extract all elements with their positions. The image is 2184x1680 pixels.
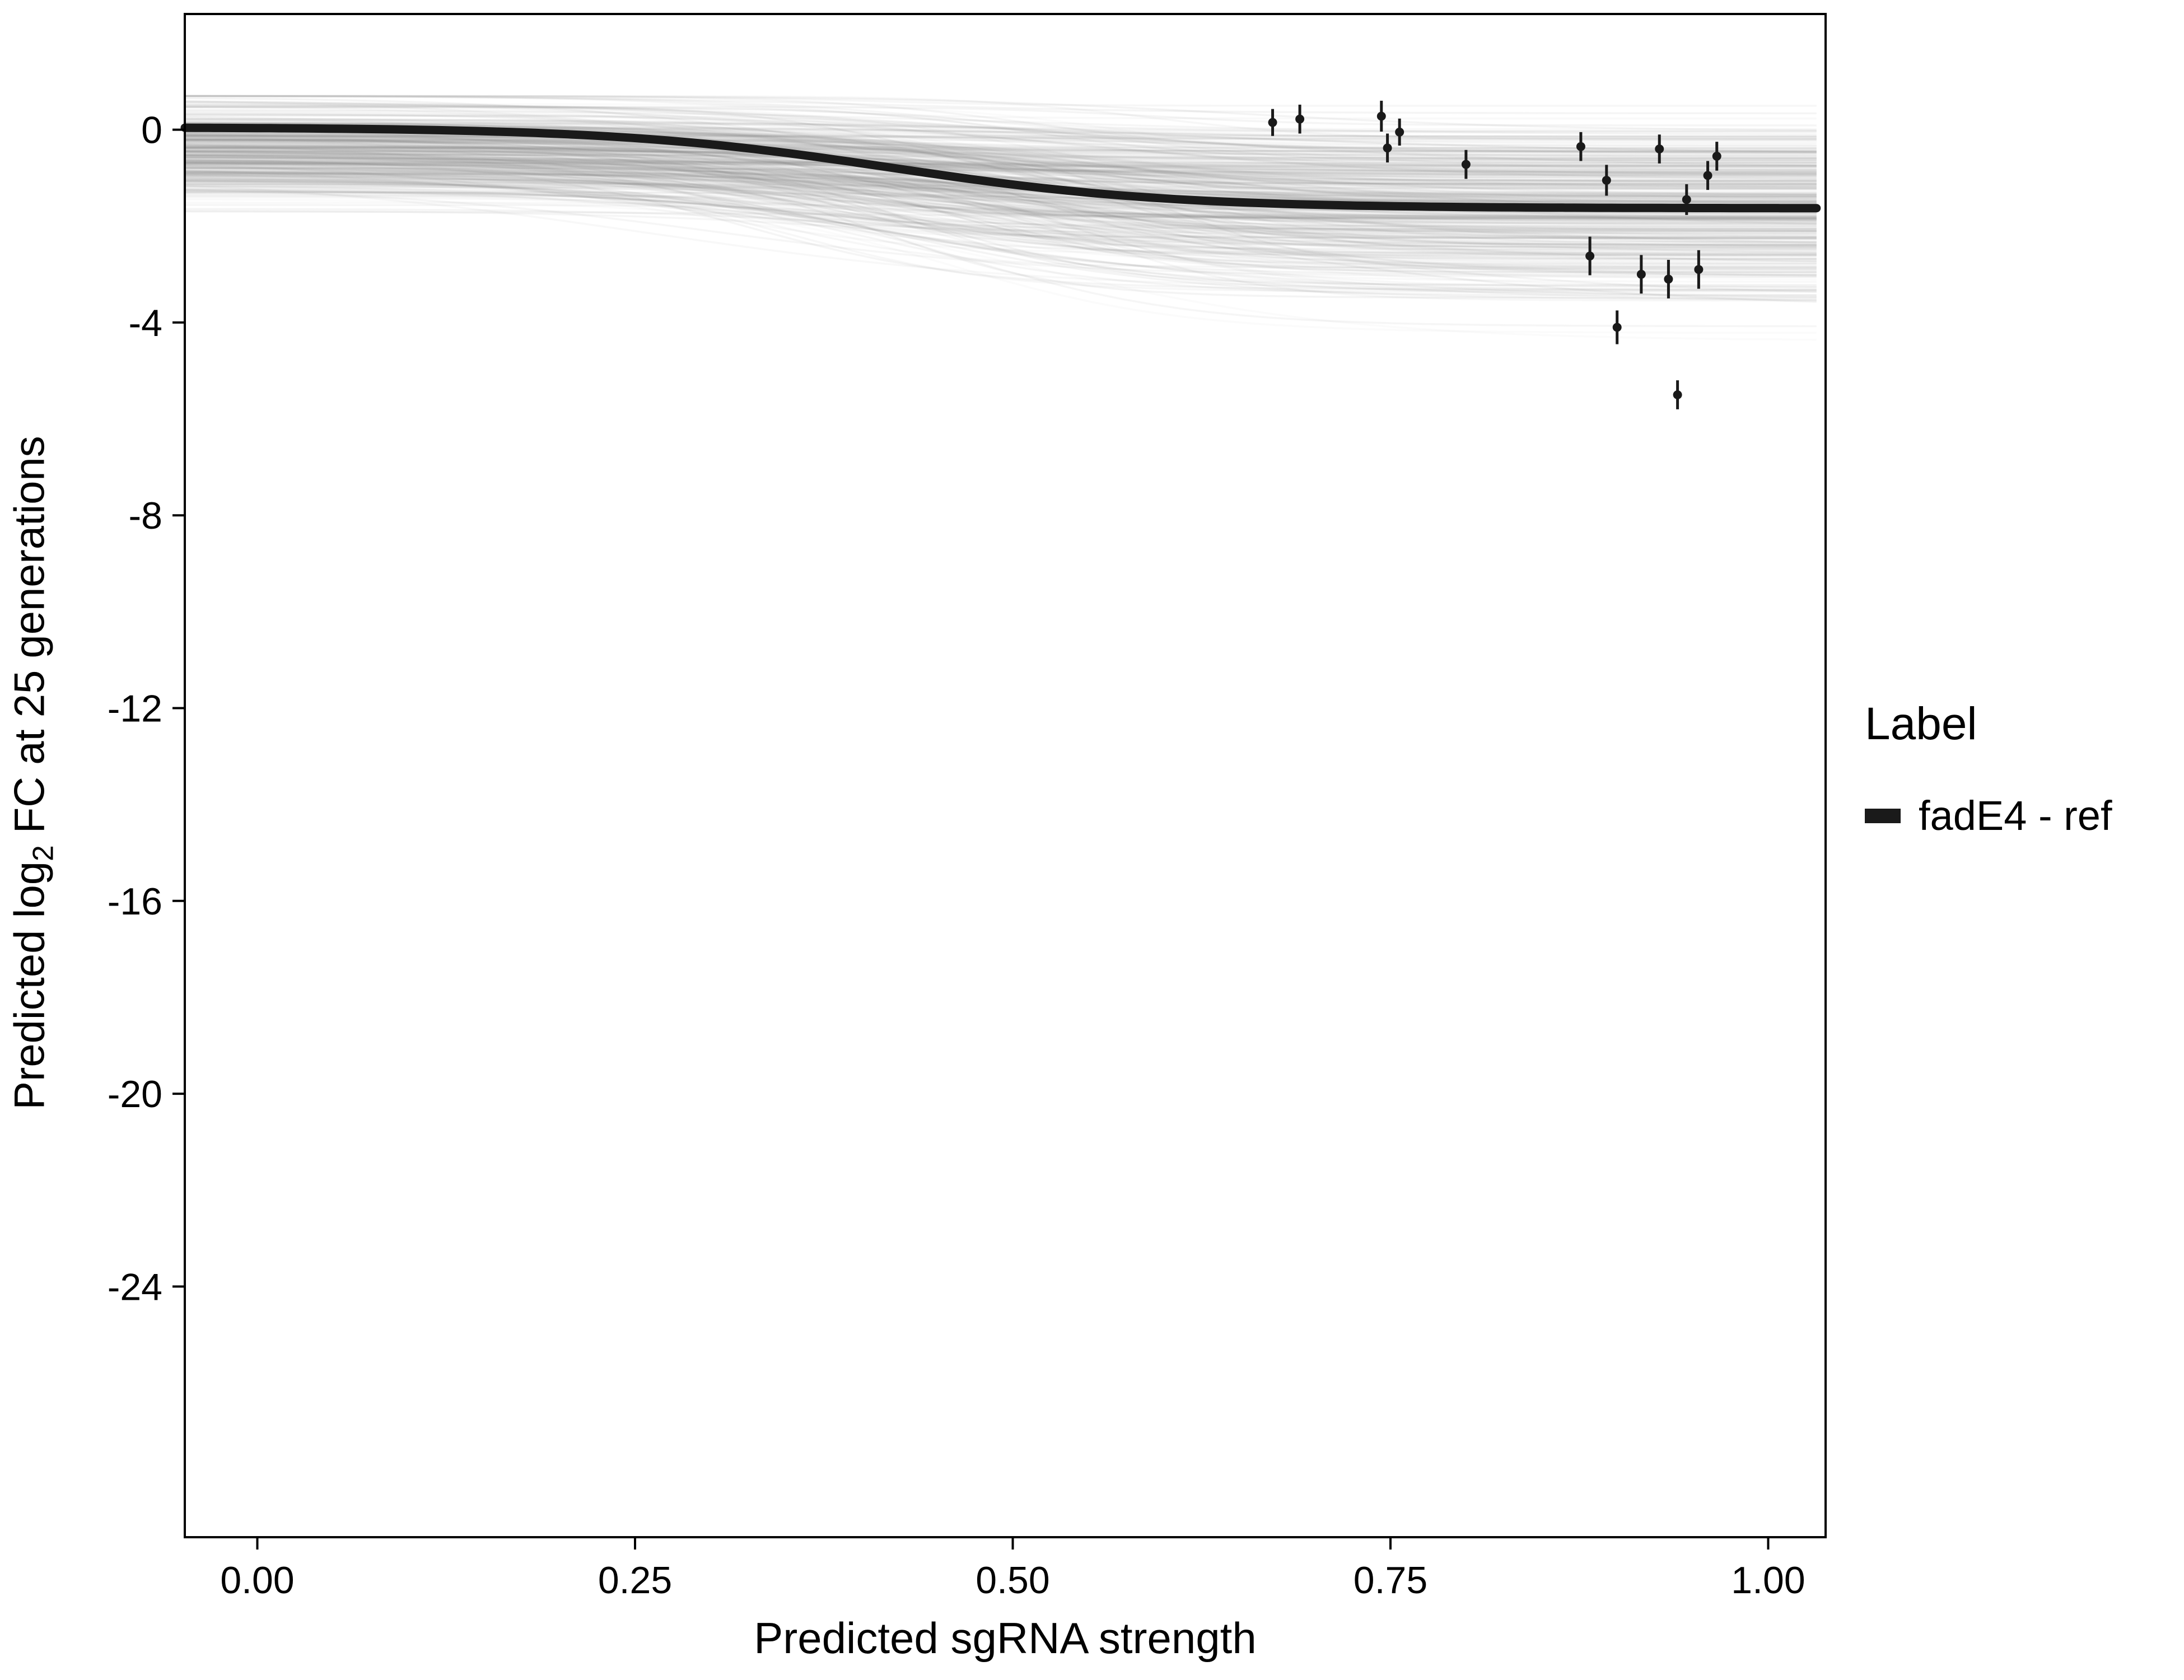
x-tick-label: 0.00 bbox=[220, 1559, 294, 1602]
y-tick-label: -8 bbox=[129, 494, 162, 537]
y-axis-title-post: FC at 25 generations bbox=[6, 436, 54, 846]
x-tick-label: 0.50 bbox=[976, 1559, 1049, 1602]
y-axis-title-pre: Predicted log bbox=[6, 861, 54, 1110]
legend-title: Label bbox=[1865, 698, 1977, 749]
legend: Label fadE4 - ref bbox=[1865, 698, 2112, 839]
y-tick-label: -24 bbox=[108, 1266, 162, 1308]
x-tick-label: 1.00 bbox=[1731, 1559, 1805, 1602]
x-tick-label: 0.75 bbox=[1354, 1559, 1427, 1602]
legend-item-label: fadE4 - ref bbox=[1919, 792, 2112, 839]
y-tick-label: -20 bbox=[108, 1073, 162, 1116]
y-axis-title-subscript: 2 bbox=[26, 845, 59, 862]
y-tick-label: -4 bbox=[129, 302, 162, 344]
y-tick-label: -12 bbox=[108, 687, 162, 730]
x-axis-title: Predicted sgRNA strength bbox=[754, 1613, 1257, 1663]
legend-item-fade4-ref: fadE4 - ref bbox=[1865, 792, 2112, 839]
x-tick-label: 0.25 bbox=[598, 1559, 672, 1602]
y-tick-label: -16 bbox=[108, 880, 162, 923]
y-tick-label: 0 bbox=[141, 109, 162, 152]
y-axis-title: Predicted log2 FC at 25 generations bbox=[5, 436, 59, 1109]
legend-swatch bbox=[1865, 808, 1901, 823]
